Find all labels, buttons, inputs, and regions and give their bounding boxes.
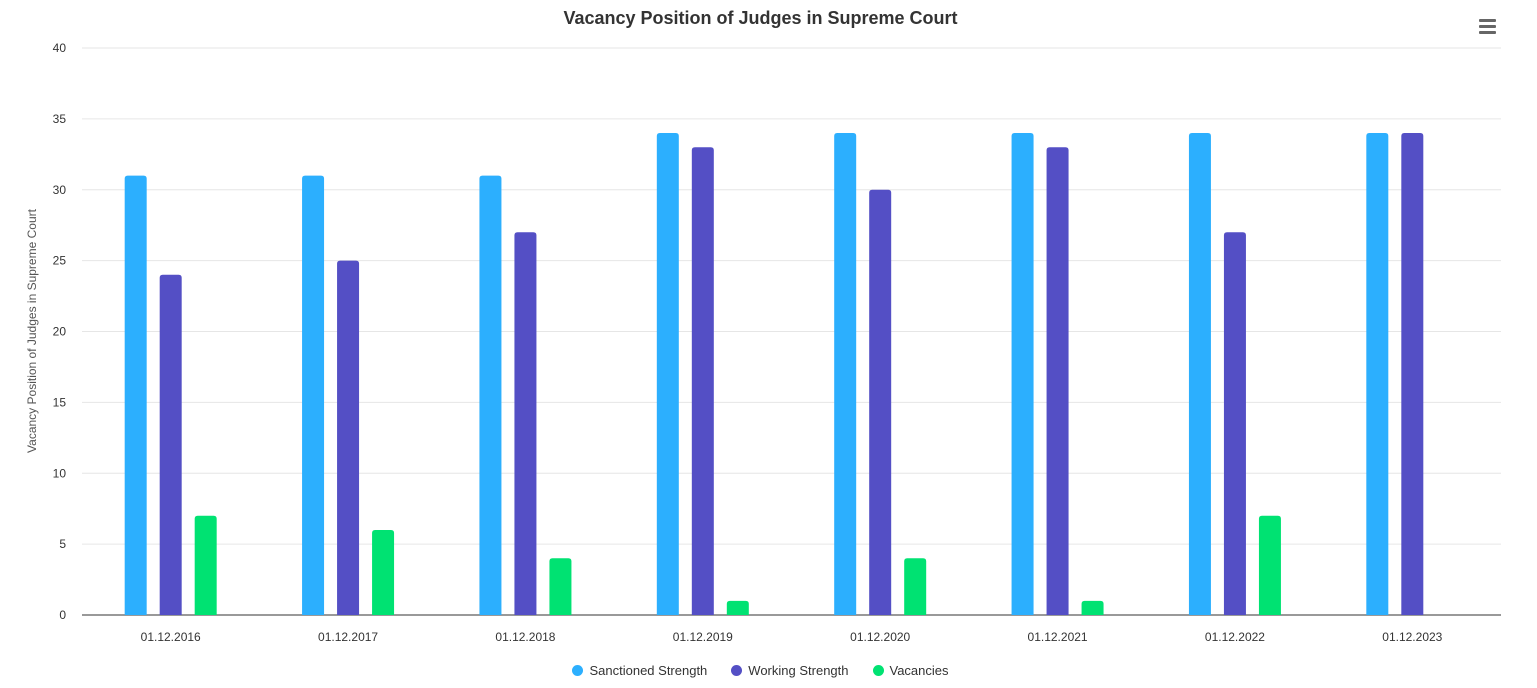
bar-vacancies-01.12.2021[interactable] [1081,600,1104,615]
x-tick-label: 01.12.2020 [850,630,910,644]
bar-working-strength-01.12.2019[interactable] [691,147,714,615]
legend-label: Sanctioned Strength [589,663,708,678]
y-tick-label: 25 [53,254,67,268]
x-tick-label: 01.12.2019 [673,630,733,644]
bar-working-strength-01.12.2016[interactable] [159,274,182,615]
y-tick-label: 35 [53,112,67,126]
y-tick-label: 0 [59,608,66,622]
legend: Sanctioned Strength Working Strength Vacan… [0,663,1521,678]
bar-sanctioned-strength-01.12.2021[interactable] [1011,133,1034,616]
x-tick-label: 01.12.2022 [1205,630,1265,644]
hamburger-menu-icon [1479,19,1496,22]
chart-title: Vacancy Position of Judges in Supreme Co… [563,8,958,28]
legend-item-vacancies[interactable]: Vacancies [872,663,949,678]
bar-sanctioned-strength-01.12.2017[interactable] [302,175,325,615]
y-axis-label: Vacancy Position of Judges in Supreme Co… [25,208,39,453]
bar-sanctioned-strength-01.12.2019[interactable] [656,133,679,616]
bar-working-strength-01.12.2022[interactable] [1223,232,1246,615]
x-tick-label: 01.12.2017 [318,630,378,644]
x-tick-label: 01.12.2023 [1382,630,1442,644]
x-tick-label: 01.12.2016 [141,630,201,644]
y-tick-label: 5 [59,537,66,551]
bar-sanctioned-strength-01.12.2023[interactable] [1366,133,1389,616]
bar-vacancies-01.12.2018[interactable] [549,558,572,615]
bar-working-strength-01.12.2020[interactable] [869,189,892,615]
bar-working-strength-01.12.2018[interactable] [514,232,537,615]
bar-sanctioned-strength-01.12.2020[interactable] [834,133,857,616]
y-tick-label: 40 [53,41,67,55]
bar-working-strength-01.12.2023[interactable] [1401,133,1424,616]
bar-vacancies-01.12.2019[interactable] [726,600,749,615]
legend-marker-icon [731,665,743,676]
bar-vacancies-01.12.2020[interactable] [904,558,927,615]
bar-sanctioned-strength-01.12.2018[interactable] [479,175,502,615]
legend-marker-icon [572,665,584,676]
legend-label: Vacancies [889,663,949,678]
y-tick-label: 30 [53,183,67,197]
x-axis-ticks: 01.12.2016 01.12.2017 01.12.2018 01.12.2019… [141,630,1443,644]
legend-item-working-strength[interactable]: Working Strength [731,663,849,678]
y-tick-label: 15 [53,395,67,409]
bar-sanctioned-strength-01.12.2016[interactable] [124,175,147,615]
bars [124,133,1424,616]
legend-marker-icon [872,665,884,676]
legend-item-sanctioned-strength[interactable]: Sanctioned Strength [572,663,707,678]
y-axis-ticks: 0 5 10 15 20 25 30 35 40 [53,41,67,622]
legend-label: Working Strength [748,663,849,678]
bar-vacancies-01.12.2017[interactable] [372,529,395,615]
y-tick-label: 10 [53,466,67,480]
bar-vacancies-01.12.2016[interactable] [194,515,217,615]
bar-working-strength-01.12.2021[interactable] [1046,147,1069,615]
bar-vacancies-01.12.2022[interactable] [1258,515,1281,615]
y-tick-label: 20 [53,325,67,339]
gridlines [82,47,1501,616]
chart-menu-button[interactable] [1474,16,1502,40]
bar-sanctioned-strength-01.12.2022[interactable] [1188,133,1211,616]
x-tick-label: 01.12.2021 [1028,630,1088,644]
x-tick-label: 01.12.2018 [495,630,555,644]
bar-working-strength-01.12.2017[interactable] [337,260,360,615]
